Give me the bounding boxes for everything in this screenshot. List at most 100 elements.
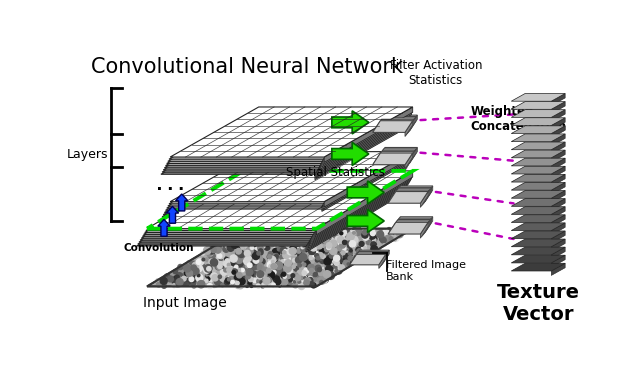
Circle shape — [317, 268, 321, 272]
Circle shape — [302, 240, 308, 246]
Circle shape — [299, 274, 307, 282]
Circle shape — [342, 228, 346, 232]
Circle shape — [342, 258, 345, 261]
Circle shape — [243, 264, 246, 267]
Circle shape — [316, 256, 320, 260]
Circle shape — [262, 267, 269, 274]
Polygon shape — [406, 119, 414, 135]
Circle shape — [241, 269, 244, 272]
Circle shape — [364, 254, 366, 256]
Circle shape — [292, 235, 296, 239]
Circle shape — [191, 265, 196, 270]
Circle shape — [209, 253, 215, 259]
Circle shape — [211, 259, 218, 266]
Circle shape — [286, 237, 293, 245]
Circle shape — [296, 240, 300, 245]
Circle shape — [318, 276, 326, 284]
Polygon shape — [511, 263, 565, 271]
Circle shape — [267, 280, 273, 286]
Polygon shape — [316, 171, 413, 235]
Polygon shape — [308, 185, 404, 248]
Circle shape — [260, 238, 268, 245]
Circle shape — [304, 260, 308, 264]
Circle shape — [220, 264, 228, 272]
Circle shape — [261, 230, 264, 232]
Circle shape — [223, 240, 230, 247]
Circle shape — [344, 251, 349, 256]
Circle shape — [275, 266, 282, 274]
Circle shape — [310, 230, 316, 236]
Circle shape — [225, 280, 230, 285]
Circle shape — [221, 283, 224, 287]
Circle shape — [274, 267, 280, 273]
Circle shape — [237, 279, 244, 286]
Circle shape — [237, 273, 242, 278]
Circle shape — [255, 264, 260, 268]
Circle shape — [282, 272, 285, 276]
Circle shape — [302, 271, 307, 275]
Circle shape — [275, 280, 281, 286]
Circle shape — [244, 279, 246, 282]
Circle shape — [232, 238, 238, 244]
Circle shape — [310, 247, 313, 249]
Circle shape — [289, 240, 294, 245]
Circle shape — [236, 256, 243, 264]
Circle shape — [321, 233, 324, 235]
Circle shape — [272, 283, 275, 286]
Circle shape — [321, 254, 328, 261]
Circle shape — [380, 237, 385, 241]
Circle shape — [371, 236, 377, 242]
Circle shape — [371, 231, 375, 236]
Circle shape — [348, 244, 352, 248]
Circle shape — [215, 247, 221, 253]
Circle shape — [257, 265, 262, 269]
Circle shape — [298, 283, 305, 289]
Circle shape — [312, 247, 319, 253]
Circle shape — [232, 237, 239, 244]
Circle shape — [207, 267, 211, 271]
Circle shape — [231, 249, 237, 255]
Circle shape — [252, 253, 259, 260]
Circle shape — [287, 226, 292, 232]
Circle shape — [296, 257, 302, 263]
Circle shape — [298, 280, 301, 283]
Circle shape — [310, 241, 315, 246]
Circle shape — [309, 282, 314, 286]
Circle shape — [298, 275, 305, 282]
Circle shape — [277, 247, 281, 251]
Circle shape — [196, 274, 203, 281]
Circle shape — [267, 267, 270, 270]
Circle shape — [293, 281, 296, 283]
Circle shape — [246, 280, 252, 285]
Polygon shape — [168, 111, 410, 161]
Circle shape — [310, 268, 314, 272]
Polygon shape — [146, 173, 412, 231]
Circle shape — [387, 228, 391, 231]
Polygon shape — [424, 218, 431, 234]
Circle shape — [337, 262, 343, 267]
Polygon shape — [353, 250, 389, 261]
Polygon shape — [425, 217, 433, 233]
Circle shape — [303, 273, 310, 280]
Circle shape — [324, 230, 328, 233]
Polygon shape — [551, 102, 565, 114]
Circle shape — [292, 281, 299, 288]
Circle shape — [184, 271, 189, 276]
Circle shape — [198, 280, 205, 288]
Circle shape — [196, 265, 202, 271]
Polygon shape — [140, 183, 406, 240]
Circle shape — [300, 271, 305, 276]
Polygon shape — [511, 223, 565, 231]
Polygon shape — [158, 219, 170, 236]
Circle shape — [177, 281, 180, 285]
Circle shape — [227, 236, 231, 241]
Polygon shape — [166, 113, 409, 163]
Text: Layers: Layers — [67, 148, 108, 161]
Circle shape — [229, 276, 233, 280]
Circle shape — [330, 240, 337, 247]
Circle shape — [237, 274, 241, 279]
Polygon shape — [511, 231, 565, 239]
Circle shape — [346, 239, 353, 246]
Circle shape — [387, 235, 390, 238]
Circle shape — [335, 236, 342, 243]
